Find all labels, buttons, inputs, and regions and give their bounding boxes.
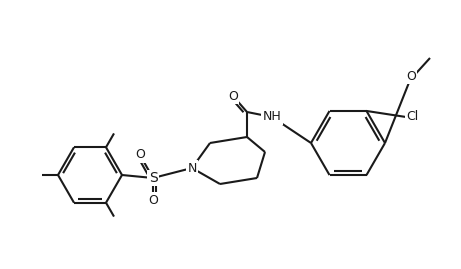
Text: S: S: [148, 171, 157, 185]
Text: N: N: [187, 161, 197, 175]
Text: NH: NH: [263, 111, 281, 123]
Text: O: O: [135, 148, 145, 161]
Text: O: O: [148, 193, 158, 207]
Text: Cl: Cl: [406, 111, 418, 123]
Text: O: O: [406, 69, 416, 83]
Text: O: O: [228, 90, 238, 102]
